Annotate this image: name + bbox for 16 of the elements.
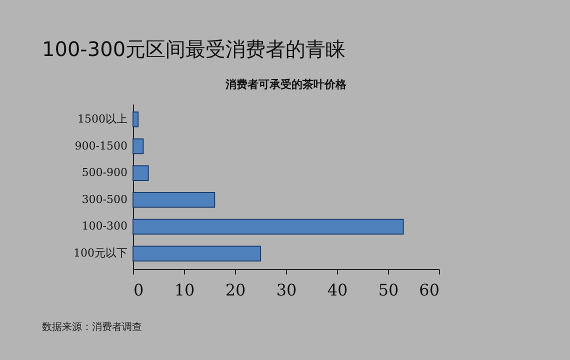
x-tick-label: 30 <box>276 280 297 300</box>
y-tick-label: 100元以下 <box>74 246 128 260</box>
y-tick-label: 500-900 <box>82 166 128 180</box>
y-tick-label: 100-300 <box>82 220 128 233</box>
x-tick-label: 50 <box>378 280 399 300</box>
source-note: 数据来源：消费者调查 <box>42 320 142 334</box>
chart-subtitle: 消费者可承受的茶叶价格 <box>224 78 348 91</box>
y-tick-label: 900-1500 <box>74 139 128 152</box>
y-tick-label: 1500以上 <box>78 112 128 126</box>
x-tick-label: 0 <box>134 280 144 300</box>
y-tick-label: 300-500 <box>82 192 128 206</box>
x-tick-label: 40 <box>327 280 348 300</box>
x-tick-label: 20 <box>225 280 246 300</box>
x-tick-label: 60 <box>419 280 440 300</box>
x-tick-label: 10 <box>174 280 195 300</box>
chart-title: 100-300元区间最受消费者的青睐 <box>42 36 346 63</box>
